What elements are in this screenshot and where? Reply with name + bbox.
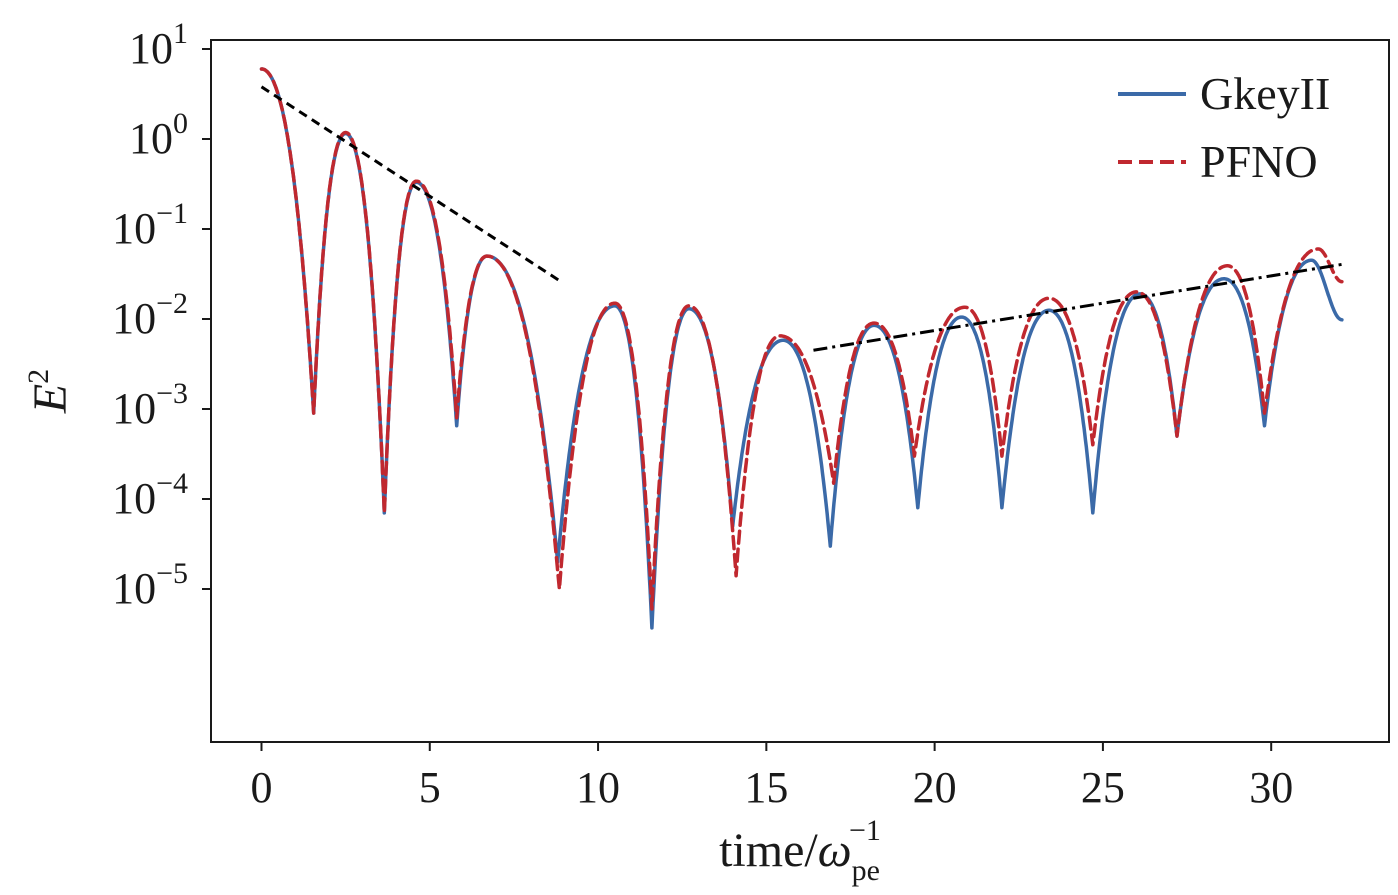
x-axis: 0 5 10 15 20 25 30 xyxy=(250,742,1293,812)
y-tick-label: 10−2 xyxy=(112,287,188,343)
y-axis: 101 100 10−1 10−2 10−3 10−4 10−5 xyxy=(112,17,211,613)
plot-frame xyxy=(210,39,1390,743)
y-tick-label: 10−5 xyxy=(112,557,188,613)
y-tick-label: 101 xyxy=(129,17,188,73)
series-gkeyii xyxy=(259,67,1344,630)
y-tick-label: 100 xyxy=(129,107,188,163)
x-tick-label: 30 xyxy=(1249,763,1293,812)
y-tick-label: 10−4 xyxy=(112,467,188,523)
y-tick-label: 10−3 xyxy=(112,377,188,433)
x-tick-label: 10 xyxy=(576,763,620,812)
x-tick-label: 20 xyxy=(913,763,957,812)
y-axis-label: E2 xyxy=(22,369,77,414)
series-pfno xyxy=(259,67,1344,611)
plot-lines xyxy=(259,67,1346,630)
x-axis-label: time/ωpe−1 xyxy=(719,814,881,887)
y-tick-label: 10−1 xyxy=(112,197,188,253)
x-tick-label: 25 xyxy=(1081,763,1125,812)
x-tick-label: 5 xyxy=(419,763,441,812)
legend: GkeyII PFNO xyxy=(1118,68,1330,187)
legend-label-gkeyii: GkeyII xyxy=(1200,68,1330,119)
x-tick-label: 0 xyxy=(250,763,272,812)
growth-fit xyxy=(813,262,1346,352)
x-tick-label: 15 xyxy=(744,763,788,812)
legend-label-pfno: PFNO xyxy=(1200,136,1318,187)
